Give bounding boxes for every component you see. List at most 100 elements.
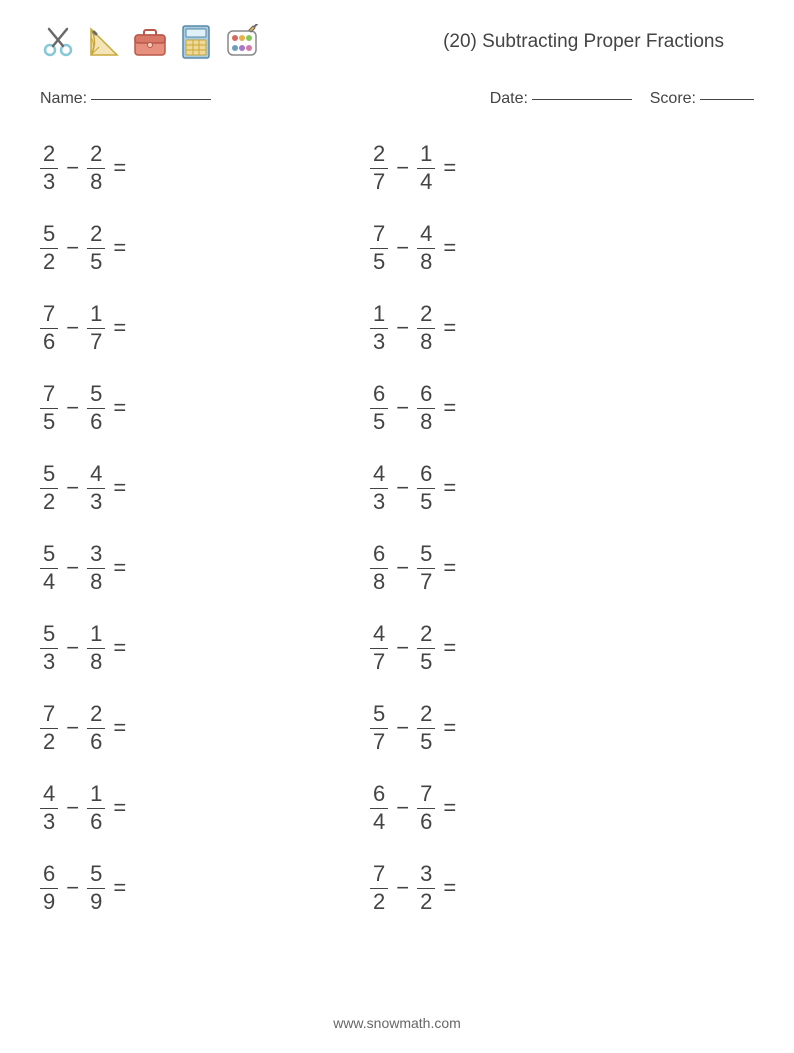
scissors-icon <box>40 24 76 60</box>
minus-sign: − <box>58 235 87 261</box>
equals-sign: = <box>435 875 464 901</box>
denominator: 2 <box>40 250 58 274</box>
denominator: 6 <box>87 810 105 834</box>
problem: 23−28= <box>40 128 370 208</box>
fraction: 76 <box>40 302 58 353</box>
problem: 76−17= <box>40 288 370 368</box>
minus-sign: − <box>58 715 87 741</box>
problem: 47−25= <box>370 608 700 688</box>
denominator: 5 <box>40 410 58 434</box>
denominator: 5 <box>417 490 435 514</box>
problem: 72−32= <box>370 848 700 928</box>
problem: 27−14= <box>370 128 700 208</box>
minus-sign: − <box>58 795 87 821</box>
denominator: 2 <box>40 490 58 514</box>
minus-sign: − <box>388 155 417 181</box>
fraction: 76 <box>417 782 435 833</box>
equals-sign: = <box>435 395 464 421</box>
numerator: 3 <box>417 862 435 886</box>
equals-sign: = <box>105 315 134 341</box>
numerator: 4 <box>370 462 388 486</box>
minus-sign: − <box>58 555 87 581</box>
fraction: 53 <box>40 622 58 673</box>
denominator: 7 <box>417 570 435 594</box>
numerator: 5 <box>40 462 58 486</box>
equals-sign: = <box>435 555 464 581</box>
fraction: 75 <box>40 382 58 433</box>
minus-sign: − <box>388 715 417 741</box>
numerator: 7 <box>370 222 388 246</box>
denominator: 3 <box>87 490 105 514</box>
denominator: 8 <box>417 330 435 354</box>
equals-sign: = <box>105 715 134 741</box>
protractor-icon <box>86 24 122 60</box>
score-label: Score: <box>650 90 696 107</box>
numerator: 7 <box>40 302 58 326</box>
denominator: 9 <box>40 890 58 914</box>
fraction: 43 <box>87 462 105 513</box>
fraction: 72 <box>370 862 388 913</box>
numerator: 5 <box>87 862 105 886</box>
denominator: 3 <box>40 810 58 834</box>
icon-row <box>40 24 260 60</box>
denominator: 6 <box>417 810 435 834</box>
fraction: 56 <box>87 382 105 433</box>
equals-sign: = <box>435 315 464 341</box>
denominator: 7 <box>370 730 388 754</box>
equals-sign: = <box>105 875 134 901</box>
denominator: 4 <box>417 170 435 194</box>
fraction: 13 <box>370 302 388 353</box>
denominator: 5 <box>370 250 388 274</box>
denominator: 7 <box>370 170 388 194</box>
problem: 52−25= <box>40 208 370 288</box>
problem: 52−43= <box>40 448 370 528</box>
denominator: 8 <box>87 570 105 594</box>
numerator: 2 <box>87 222 105 246</box>
minus-sign: − <box>388 475 417 501</box>
numerator: 5 <box>40 622 58 646</box>
numerator: 2 <box>370 142 388 166</box>
fraction: 64 <box>370 782 388 833</box>
problem: 75−48= <box>370 208 700 288</box>
fraction: 47 <box>370 622 388 673</box>
minus-sign: − <box>388 555 417 581</box>
fraction: 17 <box>87 302 105 353</box>
problem: 13−28= <box>370 288 700 368</box>
date-blank <box>532 99 632 100</box>
fraction: 52 <box>40 222 58 273</box>
denominator: 9 <box>87 890 105 914</box>
briefcase-icon <box>132 24 168 60</box>
denominator: 8 <box>87 650 105 674</box>
fraction: 14 <box>417 142 435 193</box>
minus-sign: − <box>58 635 87 661</box>
numerator: 3 <box>87 542 105 566</box>
equals-sign: = <box>105 155 134 181</box>
fraction: 75 <box>370 222 388 273</box>
header: (20) Subtracting Proper Fractions <box>40 20 754 84</box>
problem: 43−16= <box>40 768 370 848</box>
fraction: 16 <box>87 782 105 833</box>
numerator: 1 <box>87 782 105 806</box>
problem: 72−26= <box>40 688 370 768</box>
denominator: 3 <box>40 170 58 194</box>
numerator: 6 <box>370 782 388 806</box>
minus-sign: − <box>388 875 417 901</box>
denominator: 3 <box>40 650 58 674</box>
calculator-icon <box>178 24 214 60</box>
fraction: 25 <box>417 622 435 673</box>
equals-sign: = <box>105 235 134 261</box>
denominator: 3 <box>370 330 388 354</box>
minus-sign: − <box>388 235 417 261</box>
fraction: 32 <box>417 862 435 913</box>
fraction: 65 <box>370 382 388 433</box>
denominator: 7 <box>370 650 388 674</box>
fraction: 68 <box>417 382 435 433</box>
fraction: 25 <box>417 702 435 753</box>
palette-icon <box>224 24 260 60</box>
numerator: 6 <box>417 382 435 406</box>
fraction: 65 <box>417 462 435 513</box>
numerator: 7 <box>370 862 388 886</box>
minus-sign: − <box>388 395 417 421</box>
info-row: Name: Date: Score: <box>40 84 754 128</box>
numerator: 2 <box>40 142 58 166</box>
